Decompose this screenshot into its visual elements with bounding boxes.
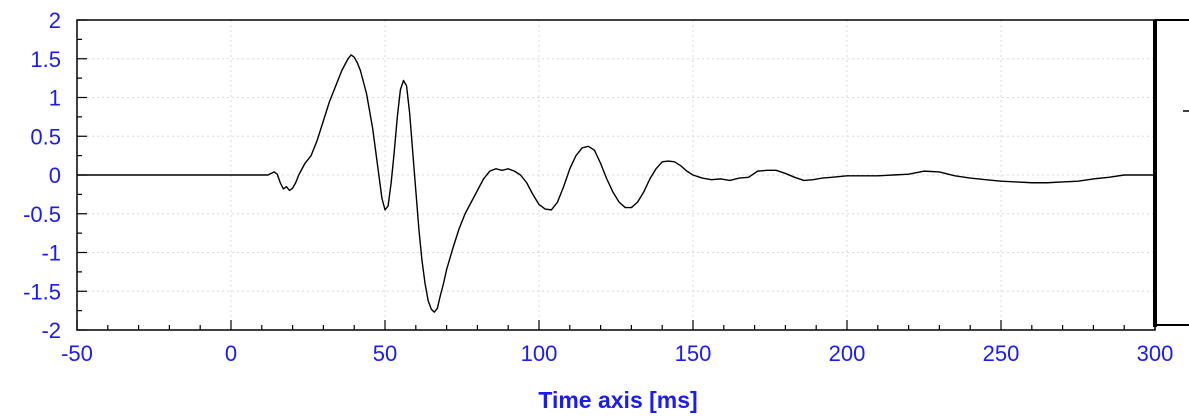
- y-tick-labels: 2 1.5 1 0.5 0 -0.5 -1 -1.5 -2: [23, 8, 61, 343]
- x-tick-label: 0: [225, 341, 237, 366]
- y-tick-label: 2: [49, 8, 61, 33]
- y-tick-label: -0.5: [23, 202, 61, 227]
- x-tick-label: 250: [983, 341, 1020, 366]
- y-tick-label: -2: [41, 318, 61, 343]
- x-tick-label: 200: [829, 341, 866, 366]
- axis-ticks: [76, 19, 1156, 331]
- x-axis-title: Time axis [ms]: [538, 387, 697, 413]
- y-tick-label: 0.5: [30, 124, 61, 149]
- x-tick-label: 100: [521, 341, 558, 366]
- x-tick-label: 150: [675, 341, 712, 366]
- x-tick-labels: -50 0 50 100 150 200 250 300: [61, 341, 1173, 366]
- series-line: [77, 54, 1155, 313]
- x-tick-label: 50: [373, 341, 397, 366]
- y-tick-label: -1.5: [23, 279, 61, 304]
- y-tick-label: 0: [49, 163, 61, 188]
- y-tick-label: 1.5: [30, 47, 61, 72]
- x-tick-label: 300: [1137, 341, 1174, 366]
- x-tick-label: -50: [61, 341, 93, 366]
- y-tick-label: -1: [41, 241, 61, 266]
- y-tick-label: 1: [49, 86, 61, 111]
